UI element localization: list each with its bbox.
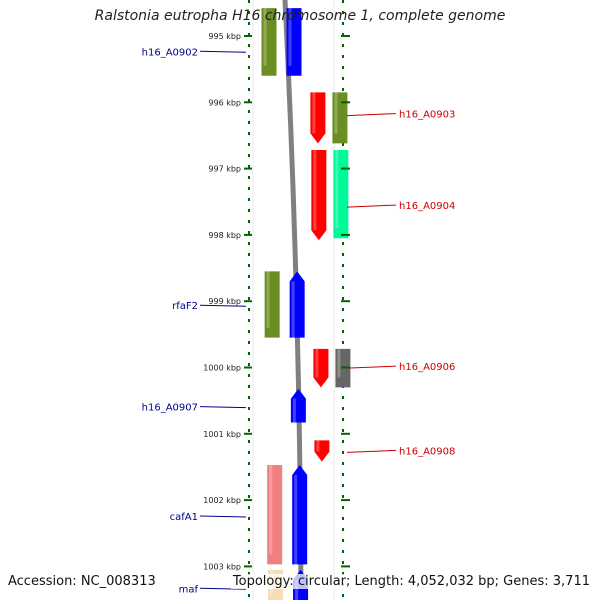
gene-highlight xyxy=(315,348,319,378)
accession-text: Accession: NC_008313 xyxy=(8,574,156,589)
gene-highlight xyxy=(334,92,338,134)
label-leader xyxy=(199,587,247,590)
gene-highlight xyxy=(263,8,267,66)
ruler-label: 1000 kbp xyxy=(203,364,241,373)
gene-h16-a0903 xyxy=(310,92,326,144)
ruler-labels: 995 kbp 996 kbp 997 kbp 998 kbp 999 kbp 1000 … xyxy=(203,32,350,571)
gene-label: maf xyxy=(179,584,199,595)
gene-label: h16_A0907 xyxy=(142,403,198,414)
gene-h16-a0902 xyxy=(286,8,302,76)
ruler-label: 999 kbp xyxy=(208,297,241,306)
label-leader xyxy=(346,449,397,453)
ruler-ring xyxy=(248,0,344,600)
gene-highlight xyxy=(335,150,339,229)
gene-feature xyxy=(264,271,280,338)
topology-text: Topology: circular; Length: 4,052,032 bp… xyxy=(230,574,592,589)
gene-label: h16_A0906 xyxy=(399,362,455,373)
gene-label: rfaF2 xyxy=(172,301,198,312)
gene-h16-a0908 xyxy=(314,440,330,462)
label-leader xyxy=(346,365,397,369)
gene-highlight xyxy=(266,271,270,328)
label-leader xyxy=(346,204,397,208)
ruler-label: 997 kbp xyxy=(208,165,241,174)
gene-highlight xyxy=(295,579,299,604)
gene-label: cafA1 xyxy=(170,512,198,523)
gene-highlight xyxy=(316,440,320,452)
gene-track xyxy=(261,8,351,604)
label-leader xyxy=(346,113,397,117)
gene-h16-a0907 xyxy=(290,388,306,423)
gene-label: h16_A0902 xyxy=(142,47,198,58)
label-leader xyxy=(199,515,247,518)
gene-label: h16_A0904 xyxy=(399,201,455,212)
gene-feature xyxy=(267,464,283,565)
map-title: Ralstonia eutropha H16 chromosome 1, com… xyxy=(94,8,506,24)
ruler-label: 1001 kbp xyxy=(203,430,241,439)
gene-highlight xyxy=(269,464,273,555)
gene-labels: h16_A0902 h16_A0903 h16_A0904 rfaF2 h16_A090… xyxy=(142,47,456,595)
gene-highlight xyxy=(312,92,316,134)
gene-feature xyxy=(311,150,327,241)
gene-rfaf2 xyxy=(289,271,305,338)
label-leader xyxy=(199,50,247,53)
gene-highlight xyxy=(292,398,296,423)
gene-cafa1 xyxy=(292,464,308,565)
gene-feature xyxy=(261,8,277,76)
gene-highlight xyxy=(294,474,298,565)
gene-h16-a0904 xyxy=(333,150,349,239)
ruler-label: 995 kbp xyxy=(208,32,241,41)
label-leader xyxy=(199,406,247,409)
gene-highlight xyxy=(313,150,317,231)
gene-label: h16_A0903 xyxy=(399,110,455,121)
gene-highlight xyxy=(288,8,292,66)
ruler-label: 1003 kbp xyxy=(203,562,241,571)
label-leader xyxy=(199,304,247,307)
ruler-label: 998 kbp xyxy=(208,231,241,240)
ruler-label: 1002 kbp xyxy=(203,496,241,505)
ruler-label: 996 kbp xyxy=(208,98,241,107)
gene-highlight xyxy=(337,348,341,378)
gene-feature xyxy=(332,92,348,144)
gene-highlight xyxy=(291,281,295,338)
gene-h16-a0906 xyxy=(313,348,329,388)
gene-label: h16_A0908 xyxy=(399,446,455,457)
